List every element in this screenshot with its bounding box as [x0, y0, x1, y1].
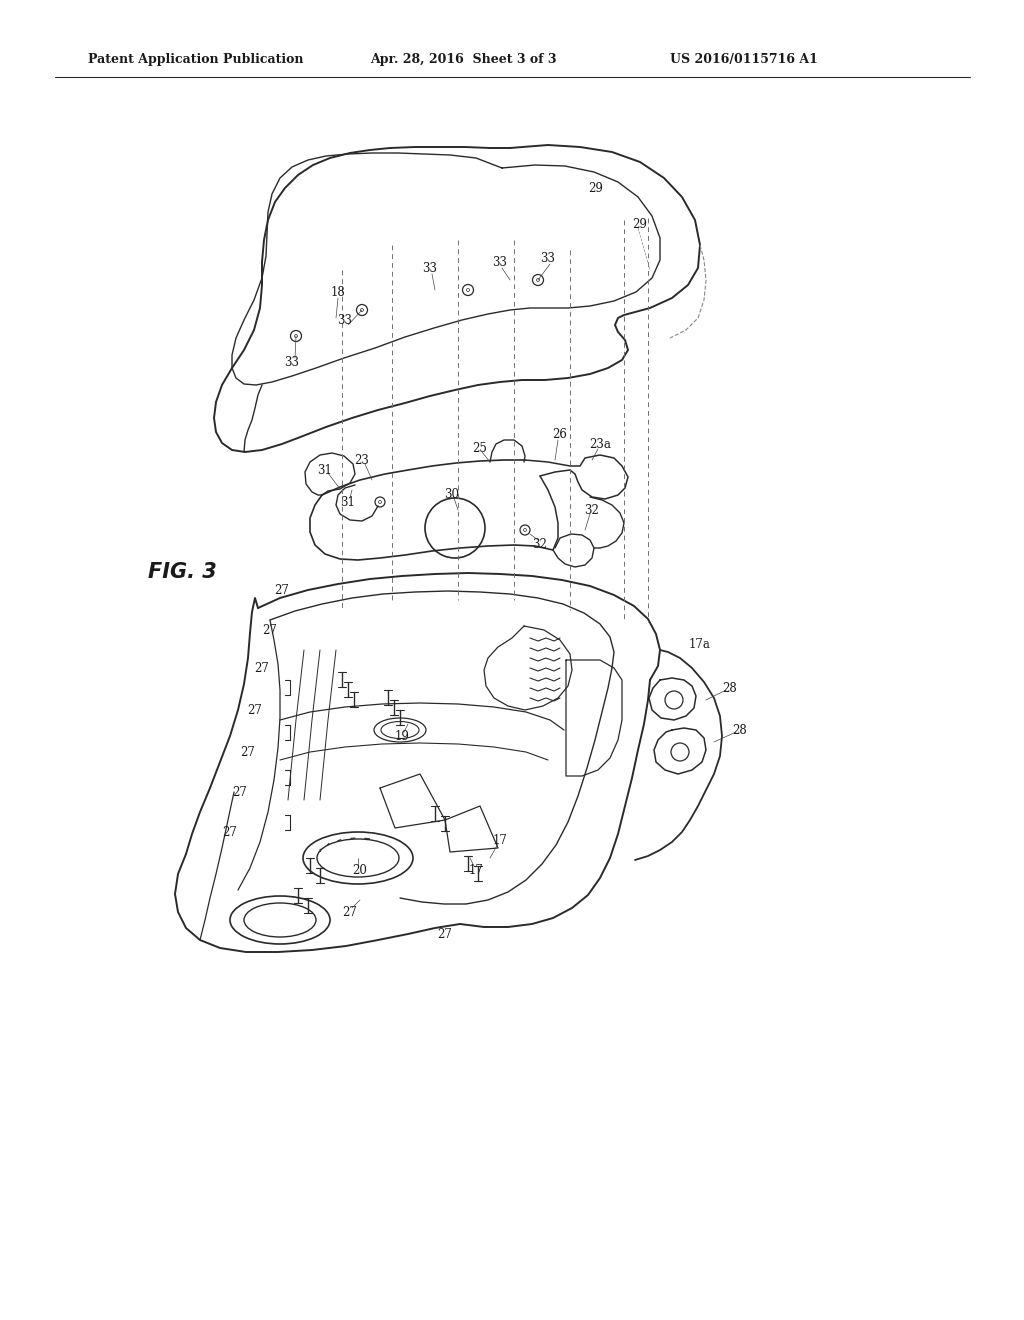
Text: Apr. 28, 2016  Sheet 3 of 3: Apr. 28, 2016 Sheet 3 of 3 [370, 54, 556, 66]
Circle shape [379, 500, 382, 503]
Text: 17a: 17a [689, 638, 711, 651]
Text: 28: 28 [723, 681, 737, 694]
Text: 17: 17 [493, 833, 508, 846]
Circle shape [523, 528, 526, 532]
Circle shape [467, 289, 469, 292]
Text: Patent Application Publication: Patent Application Publication [88, 54, 303, 66]
Text: 23a: 23a [589, 438, 611, 451]
Circle shape [537, 279, 540, 281]
Text: 33: 33 [541, 252, 555, 264]
Text: 18: 18 [331, 285, 345, 298]
Text: 33: 33 [493, 256, 508, 268]
Text: 29: 29 [633, 219, 647, 231]
Text: US 2016/0115716 A1: US 2016/0115716 A1 [670, 54, 818, 66]
Text: 33: 33 [423, 261, 437, 275]
Text: 31: 31 [317, 463, 333, 477]
Text: 33: 33 [338, 314, 352, 326]
Text: FIG. 3: FIG. 3 [148, 562, 217, 582]
Text: 27: 27 [232, 785, 248, 799]
Text: 25: 25 [472, 441, 487, 454]
Text: 27: 27 [241, 746, 255, 759]
Text: 27: 27 [255, 661, 269, 675]
Text: 32: 32 [532, 537, 548, 550]
Text: 31: 31 [341, 495, 355, 508]
Text: 23: 23 [354, 454, 370, 466]
Text: 26: 26 [553, 429, 567, 441]
Circle shape [360, 309, 364, 312]
Text: 28: 28 [732, 723, 748, 737]
Text: 30: 30 [444, 487, 460, 500]
Text: 27: 27 [274, 583, 290, 597]
Text: 27: 27 [343, 906, 357, 919]
Text: 27: 27 [437, 928, 453, 940]
Text: 32: 32 [585, 503, 599, 516]
Text: 27: 27 [262, 623, 278, 636]
Text: 20: 20 [352, 863, 368, 876]
Text: 19: 19 [394, 730, 410, 742]
Text: 29: 29 [589, 181, 603, 194]
Text: 27: 27 [222, 825, 238, 838]
Text: 27: 27 [248, 704, 262, 717]
Text: 33: 33 [285, 355, 299, 368]
Circle shape [295, 334, 298, 338]
Text: 17: 17 [469, 863, 483, 876]
